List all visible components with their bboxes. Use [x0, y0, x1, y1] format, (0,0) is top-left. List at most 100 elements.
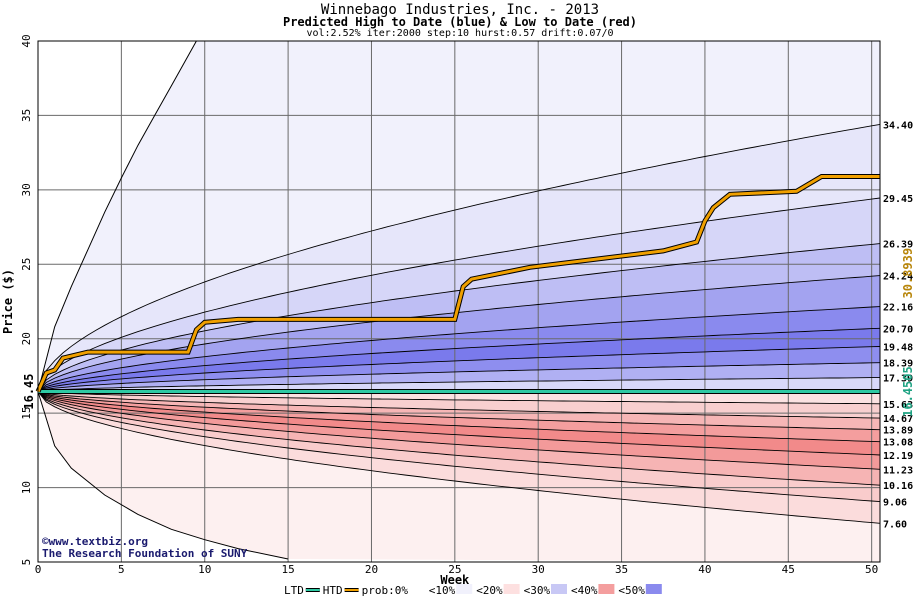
legend-label-7: <50% [618, 584, 645, 597]
y-tick-label-35: 35 [20, 109, 33, 122]
band-fill-5 [38, 328, 880, 392]
quantile-curve-2 [37, 243, 881, 392]
quantile-end-label-15: 10.16 [883, 481, 913, 492]
quantile-curve-8 [37, 377, 880, 393]
quantile-curve-16 [37, 391, 881, 503]
band-fill-2 [38, 243, 880, 392]
legend-label-0: LTD [284, 584, 304, 597]
x-axis-title: Week [440, 573, 470, 587]
x-tick-label-40: 40 [698, 563, 711, 576]
legend-label-2: prob:0% [362, 584, 409, 597]
band-fill-8 [38, 377, 880, 392]
quantile-curve-14 [37, 391, 881, 470]
x-tick-label-0: 0 [35, 563, 42, 576]
x-tick-label-30: 30 [532, 563, 545, 576]
band-fill-13 [38, 391, 880, 455]
htd-line [36, 175, 880, 393]
x-tick-label-50: 50 [865, 563, 878, 576]
y-tick-label-25: 25 [20, 258, 33, 271]
legend-swatch-7 [645, 584, 662, 594]
quantile-curve-15 [37, 391, 881, 486]
chart-title: Winnebago Industries, Inc. - 2013 [320, 2, 600, 18]
legend-swatch-2 [408, 584, 425, 594]
quantile-end-label-6: 19.48 [883, 342, 913, 353]
band-fill-14 [38, 391, 880, 470]
predicted-high-label: 30.8939 [901, 248, 915, 299]
legend-label-5: <30% [524, 584, 551, 597]
quantile-curve-6 [37, 346, 881, 393]
high-outer-curve [37, 40, 197, 392]
quantile-curve-11 [37, 391, 881, 431]
x-tick-label-35: 35 [615, 563, 628, 576]
legend-swatch-4 [503, 584, 520, 594]
x-tick-label-5: 5 [118, 563, 125, 576]
credit-site: ©www.textbiz.org [42, 535, 148, 548]
band-fill-16 [38, 391, 880, 502]
y-tick-label-10: 10 [20, 481, 33, 494]
band-fill-17 [38, 391, 880, 524]
quantile-end-label-13: 12.19 [883, 451, 913, 462]
axis-labels: 0 5 10 15 20 25 30 35 40 45 50510152025303540WeekP… [1, 34, 878, 587]
legend: LTD HTD prob:0% <10% <20% <30% <40% <50% [284, 584, 662, 597]
y-tick-label-20: 20 [20, 332, 33, 345]
legend-label-3: <10% [429, 584, 456, 597]
x-tick-label-15: 15 [281, 563, 294, 576]
band-fill-0 [38, 124, 880, 392]
band-fill-6 [38, 346, 880, 392]
x-tick-label-20: 20 [365, 563, 378, 576]
series-lines [35, 174, 880, 395]
simulation-parameters: vol:2.52% iter:2000 step:10 hurst:0.57 d… [306, 28, 614, 39]
quantile-curve-9 [37, 391, 881, 405]
x-tick-label-45: 45 [782, 563, 795, 576]
y-axis-title: Price ($) [1, 269, 15, 334]
band-fill-12 [38, 391, 880, 442]
band-fill-10 [38, 391, 880, 419]
quantile-end-label-0: 34.40 [883, 120, 913, 131]
probability-band-fills [38, 41, 880, 562]
start-price-label: 16.45 [22, 373, 36, 409]
x-tick-label-25: 25 [448, 563, 461, 576]
band-fill-3 [38, 275, 880, 392]
band-fill-1 [38, 198, 880, 392]
band-fill-9 [38, 391, 880, 404]
band-fill-7 [38, 362, 880, 392]
credit-org: The Research Foundation of SUNY [42, 547, 248, 560]
quantile-curve-17 [37, 391, 881, 524]
quantile-end-label-10: 14.67 [883, 414, 913, 425]
quantile-curve-13 [37, 391, 881, 456]
chart-subtitle: Predicted High to Date (blue) & Low to D… [282, 15, 637, 29]
quantile-end-label-9: 15.63 [883, 400, 913, 411]
quantile-end-label-11: 13.89 [883, 426, 913, 437]
quantile-end-label-7: 18.39 [883, 359, 913, 370]
quantile-curve-10 [37, 391, 881, 419]
quantile-end-label-8: 17.39 [883, 374, 913, 385]
quantile-end-labels: 34.40 29.45 26.39 24.24 22.16 20.70 19.48 18.39… [883, 120, 915, 530]
band-fill-15 [38, 391, 880, 486]
band-fill-11 [38, 391, 880, 430]
quantile-end-label-16: 9.06 [883, 498, 907, 509]
quantile-curves [37, 40, 881, 560]
quantile-end-label-4: 22.16 [883, 303, 913, 314]
quantile-curve-7 [37, 362, 881, 393]
quantile-curve-12 [37, 391, 881, 443]
legend-label-1: HTD [323, 584, 343, 597]
quantile-end-label-14: 11.23 [883, 465, 913, 476]
quantile-curve-4 [37, 306, 881, 392]
current-value-label: 16.4505 [901, 366, 915, 417]
quantile-end-label-17: 7.60 [883, 519, 907, 530]
quantile-curve-1 [37, 197, 881, 392]
quantile-end-label-3: 24.24 [883, 272, 913, 283]
y-tick-label-40: 40 [20, 34, 33, 47]
legend-swatch-3 [456, 584, 473, 594]
quantile-curve-5 [37, 327, 881, 392]
legend-swatch-5 [551, 584, 567, 594]
y-tick-label-15: 15 [20, 407, 33, 420]
legend-label-4: <20% [476, 584, 503, 597]
legend-label-6: <40% [571, 584, 598, 597]
quantile-end-label-1: 29.45 [883, 194, 913, 205]
low-outer-curve [37, 391, 289, 560]
low-outer-fill [38, 391, 880, 562]
grid-lines [37, 40, 880, 563]
legend-swatch-6 [598, 584, 615, 594]
